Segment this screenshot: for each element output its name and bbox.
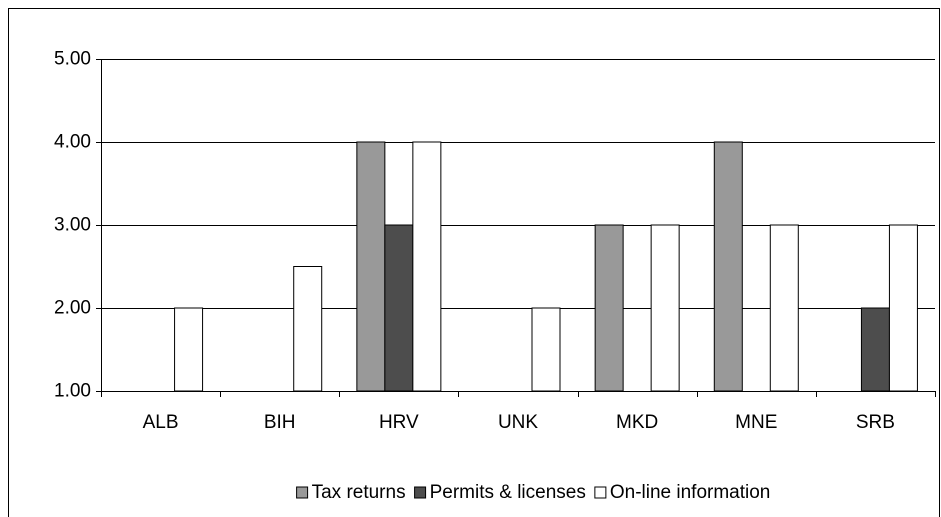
y-tick-label: 3.00 xyxy=(54,215,91,236)
bar xyxy=(650,224,680,392)
y-tick-label: 4.00 xyxy=(54,132,91,153)
x-tick-label: HRV xyxy=(379,412,419,433)
bar xyxy=(769,224,799,392)
y-tick-label: 2.00 xyxy=(54,298,91,319)
bar xyxy=(531,307,561,392)
bar xyxy=(713,141,743,392)
bar xyxy=(293,266,323,392)
legend-swatch xyxy=(296,486,309,499)
bar xyxy=(384,224,414,392)
bar xyxy=(860,307,890,392)
bar xyxy=(888,224,918,392)
legend-label: Tax returns xyxy=(312,482,406,503)
legend-label: On-line information xyxy=(610,482,771,503)
bar xyxy=(356,141,386,392)
bar xyxy=(412,141,442,392)
legend-label: Permits & licenses xyxy=(430,482,586,503)
bar xyxy=(594,224,624,392)
legend-swatch xyxy=(414,486,427,499)
x-tick-label: MKD xyxy=(616,412,658,433)
y-tick-label: 1.00 xyxy=(54,381,91,402)
x-tick-label: BIH xyxy=(264,412,296,433)
chart-border xyxy=(8,8,940,517)
x-tick-label: UNK xyxy=(498,412,538,433)
bar xyxy=(174,307,204,392)
x-tick-label: ALB xyxy=(143,412,179,433)
x-tick-label: SRB xyxy=(856,412,895,433)
y-tick-label: 5.00 xyxy=(54,49,91,70)
x-tick-label: MNE xyxy=(735,412,777,433)
legend-swatch xyxy=(594,486,607,499)
